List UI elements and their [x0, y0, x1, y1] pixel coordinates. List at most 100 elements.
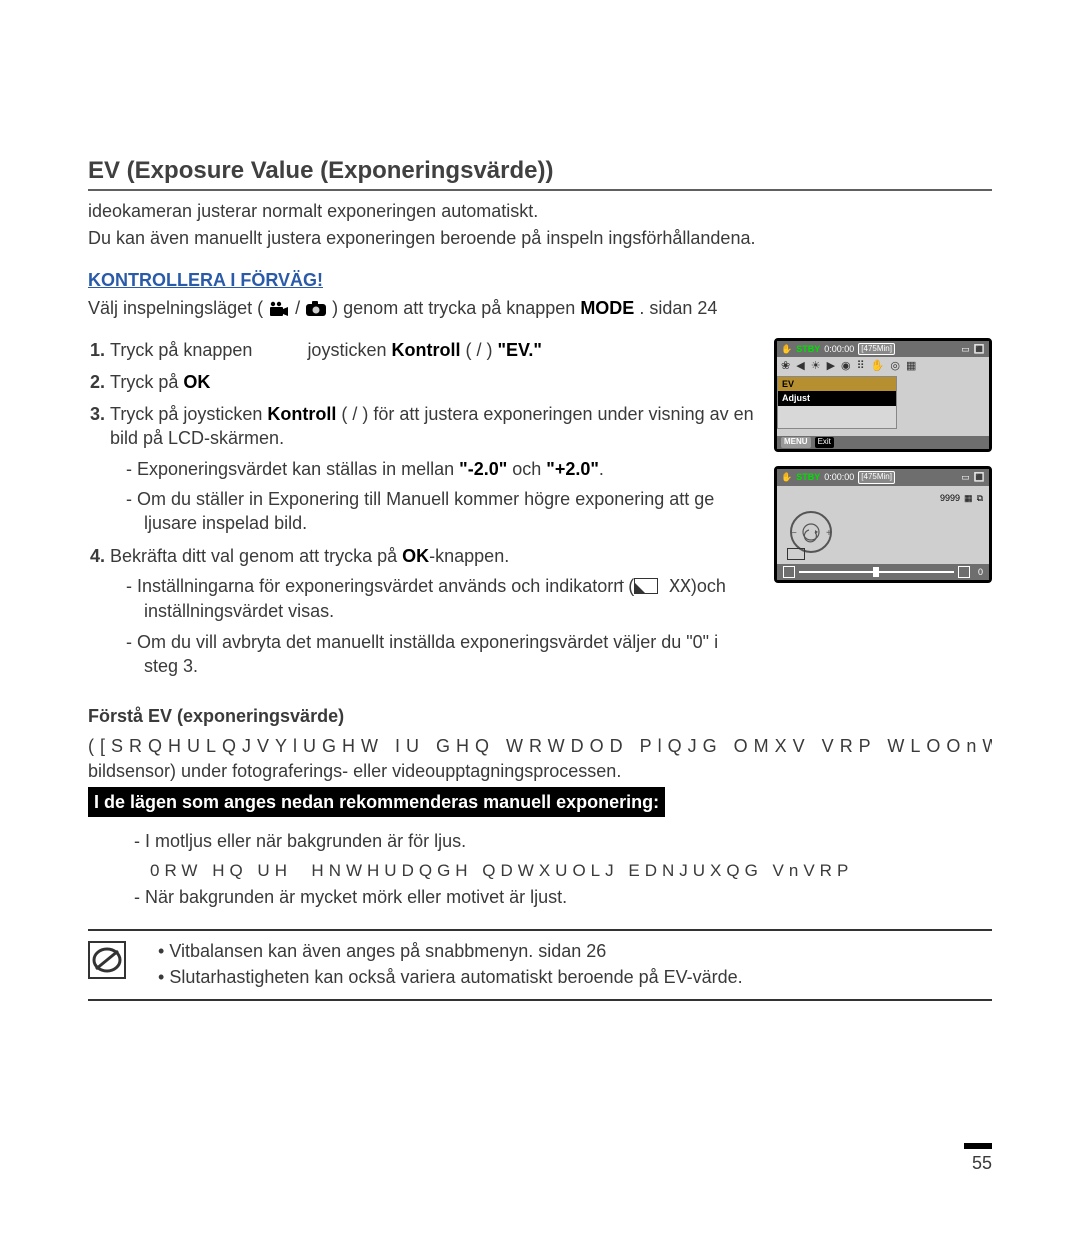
lcd2-slider: 0: [777, 564, 989, 580]
icon-dots: ⠿: [857, 359, 865, 374]
step4-sub1: Inställningarna för exponeringsvärdet an…: [126, 574, 756, 624]
s3s1v2: "+2.0": [546, 459, 599, 479]
card-icon: ▭: [961, 343, 970, 355]
step-3: Tryck på joysticken Kontroll ( / ) för a…: [110, 402, 756, 535]
step1-text-a: Tryck på knappen: [110, 340, 252, 360]
understand-ev-title: Förstå EV (exponeringsvärde): [88, 704, 992, 728]
check-pre: Välj inspelningsläget (: [88, 298, 268, 318]
step1-kontroll: Kontroll: [391, 340, 460, 360]
note-item-1: Vitbalansen kan även anges på snabbmenyn…: [158, 939, 743, 963]
battery-icon: 🔳: [974, 471, 985, 483]
hand-icon: ✋: [781, 471, 792, 483]
lcd-screenshot-1: ✋ STBY 0:00:00 [475Min] ▭ 🔳 ❀ ◀ ☀ ▶ ◉ ⠿ …: [774, 338, 992, 452]
step1-ev: "EV.": [498, 340, 542, 360]
photo-icon: ▦: [964, 492, 973, 504]
lcd-time: 0:00:00: [824, 343, 854, 355]
s4s1xx: XX: [658, 576, 691, 597]
intro-line-2: Du kan även manuellt justera exponeringe…: [88, 226, 992, 250]
step-4: Bekräfta ditt val genom att trycka på OK…: [110, 544, 756, 678]
note-icon: [88, 941, 126, 979]
lcd1-ev-header: EV: [778, 377, 896, 391]
hand-icon: ✋: [781, 343, 792, 355]
check-post: . sidan 24: [639, 298, 717, 318]
step-2: Tryck på OK: [110, 370, 756, 394]
page-number-bar: [964, 1143, 992, 1149]
slider-thumb: [873, 567, 879, 577]
manual-page: EV (Exposure Value (Exponeringsvärde)) i…: [0, 0, 1080, 1235]
step1-text-b: joysticken: [307, 340, 391, 360]
recommend-list: I motljus eller när bakgrunden är för lj…: [118, 829, 992, 853]
lcd2-count-num: 9999: [940, 492, 960, 504]
garbled-line-1: ([SRQHULQJVYlUGHW IU GHQ WRWDOD PlQJG OM…: [88, 734, 992, 758]
lcd1-ev-panel: EV Adjust: [777, 376, 897, 428]
reco-item-1: I motljus eller när bakgrunden är för lj…: [134, 829, 992, 853]
stby-label: STBY: [796, 343, 820, 355]
icon-left: ◀: [796, 359, 804, 374]
lcd2-topbar: ✋ STBY 0:00:00 [475Min] ▭ 🔳: [777, 469, 989, 486]
icon-right: ▶: [827, 359, 835, 374]
s3s1m: och: [507, 459, 546, 479]
slider-value: 0: [978, 566, 983, 578]
s4s1a: Inställningarna för exponeringsvärdet an…: [137, 576, 634, 596]
lcd-mins-2: [475Min]: [858, 471, 895, 484]
step3-sub2: Om du ställer in Exponering till Manuell…: [126, 487, 756, 536]
page-number-block: 55: [964, 1143, 992, 1175]
recommend-list-2: När bakgrunden är mycket mörk eller moti…: [118, 885, 992, 909]
step4-text-b: -knappen.: [429, 546, 509, 566]
ev-small-icon: [787, 548, 805, 560]
slider-cap-left: [783, 566, 795, 578]
lcd1-topbar: ✋ STBY 0:00:00 [475Min] ▭ 🔳: [777, 341, 989, 358]
step2-ok: OK: [183, 372, 210, 392]
intro-line-1: ideokameran justerar normalt exponeringe…: [88, 199, 992, 223]
icon-hand: ✋: [871, 359, 885, 374]
s3s1a: Exponeringsvärdet kan ställas in mellan: [137, 459, 459, 479]
step4-sublist: Inställningarna för exponeringsvärdet an…: [110, 574, 756, 678]
recommend-heading: I de lägen som anges nedan rekommenderas…: [88, 787, 665, 817]
lcd1-bottombar: MENU Exit: [777, 436, 989, 449]
garbled-line-2: 0RW HQ UH HNWHUDQGH QDWXUOLJ EDNJUXQG Vn…: [150, 860, 992, 883]
icon-exp: ☀: [811, 359, 821, 374]
photo-mode-icon: [305, 299, 327, 323]
check-mid: ) genom att trycka på knappen: [332, 298, 580, 318]
step2-text-a: Tryck på: [110, 372, 183, 392]
burst-icon: ⧉: [977, 492, 983, 504]
step-1: Tryck på knappen joysticken Kontroll ( /…: [110, 338, 756, 362]
s3s1e: .: [599, 459, 604, 479]
lcd-screenshot-2: ✋ STBY 0:00:00 [475Min] ▭ 🔳 9999 ▦ ⧉: [774, 466, 992, 583]
understand-ev-line: bildsensor) under fotograferings- eller …: [88, 759, 992, 783]
lcd2-body: 9999 ▦ ⧉ − +: [777, 486, 989, 564]
mode-button-label: MODE: [580, 298, 634, 318]
icon-flower: ❀: [781, 359, 790, 374]
step3-text-a: Tryck på joysticken: [110, 404, 267, 424]
ev-indicator-icon: [634, 578, 658, 594]
check-ahead-text: Välj inspelningsläget ( / ) genom att tr…: [88, 296, 992, 323]
step4-ok: OK: [402, 546, 429, 566]
note-item-2: Slutarhastigheten kan också variera auto…: [158, 965, 743, 989]
lcd1-icons: ❀ ◀ ☀ ▶ ◉ ⠿ ✋ ◎ ▦: [777, 357, 989, 376]
note-block: Vitbalansen kan även anges på snabbmenyn…: [88, 929, 992, 1002]
page-number: 55: [972, 1153, 992, 1173]
menu-badge: MENU: [781, 437, 811, 448]
stby-label-2: STBY: [796, 471, 820, 483]
lcd1-adjust-row: Adjust: [778, 391, 896, 405]
figures-column: ✋ STBY 0:00:00 [475Min] ▭ 🔳 ❀ ◀ ☀ ▶ ◉ ⠿ …: [774, 338, 992, 687]
icon-grid: ▦: [906, 359, 916, 374]
battery-icon: 🔳: [974, 343, 985, 355]
note-list: Vitbalansen kan även anges på snabbmenyn…: [142, 939, 743, 992]
step1-text-c: ( / ): [466, 340, 498, 360]
section-heading: EV (Exposure Value (Exponeringsvärde)): [88, 155, 992, 191]
video-mode-icon: [268, 299, 290, 323]
step4-sub2: Om du vill avbryta det manuellt inställd…: [126, 630, 756, 679]
card-icon: ▭: [961, 471, 970, 483]
reco-item-3: När bakgrunden är mycket mörk eller moti…: [134, 885, 992, 909]
lcd2-count: 9999 ▦ ⧉: [940, 492, 983, 504]
check-ahead-heading: KONTROLLERA I FÖRVÄG!: [88, 268, 992, 292]
icon-rec: ◉: [841, 359, 851, 374]
lcd-mins: [475Min]: [858, 343, 895, 356]
step3-kontroll: Kontroll: [267, 404, 336, 424]
svg-text:−: −: [791, 528, 797, 539]
intro-block: ideokameran justerar normalt exponeringe…: [88, 199, 992, 250]
steps-column: Tryck på knappen joysticken Kontroll ( /…: [88, 338, 756, 687]
svg-text:+: +: [826, 528, 832, 539]
lcd1-body: EV Adjust: [777, 376, 989, 436]
